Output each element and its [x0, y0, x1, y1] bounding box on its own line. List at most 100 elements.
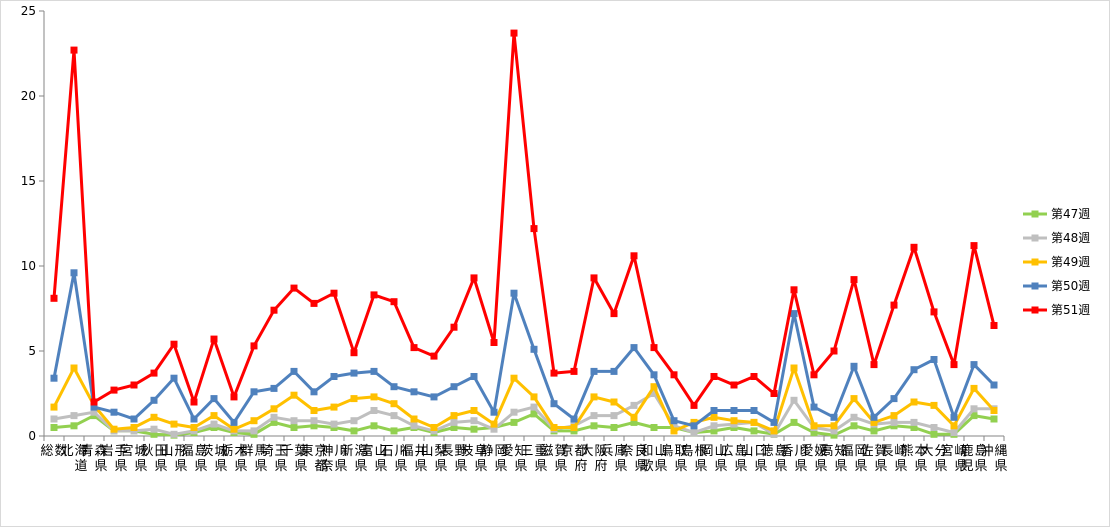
x-tick-label: 岐阜県岐阜県	[460, 443, 487, 474]
data-point	[910, 398, 918, 406]
data-point	[770, 418, 778, 426]
x-tick-label: 富山県富山県	[360, 443, 387, 474]
x-tick-label: 総数総数	[40, 444, 67, 459]
data-point	[210, 420, 218, 428]
data-point	[470, 373, 478, 380]
data-point	[510, 289, 518, 297]
data-point	[510, 408, 518, 416]
data-point	[410, 422, 418, 430]
series-line	[52, 31, 996, 407]
data-point	[290, 284, 298, 292]
data-point	[310, 299, 318, 307]
data-point	[50, 294, 58, 302]
data-point	[830, 347, 838, 355]
data-point	[450, 424, 458, 431]
data-point	[330, 403, 338, 411]
data-point	[350, 427, 358, 435]
x-tick-label: 和歌山県和歌山県	[640, 444, 667, 474]
x-tick-label: 佐賀県佐賀県	[860, 444, 887, 474]
data-point	[670, 422, 678, 430]
data-point	[770, 390, 778, 397]
data-point	[70, 412, 78, 420]
data-point	[470, 407, 478, 414]
x-tick-label: 大分県大分県	[920, 444, 947, 474]
data-point	[830, 431, 838, 439]
data-point	[890, 418, 898, 426]
x-tick-label: 茨城県茨城県	[200, 444, 227, 474]
data-point	[130, 415, 138, 423]
data-point	[50, 374, 58, 382]
data-point	[270, 405, 278, 413]
data-point	[730, 407, 738, 414]
data-point	[230, 418, 238, 426]
data-point	[610, 398, 618, 406]
x-tick-label: 鳥取県鳥取県	[660, 444, 687, 474]
x-tick-label: 青森県青森県	[80, 444, 107, 474]
data-point	[550, 400, 558, 408]
data-point	[390, 298, 398, 306]
data-point	[710, 427, 718, 435]
data-point	[50, 415, 58, 423]
x-tick-label: 千葉県千葉県	[280, 444, 307, 474]
data-point	[710, 422, 718, 430]
x-tick-label: 奈良県奈良県	[620, 443, 647, 474]
legend-marker	[1031, 210, 1039, 218]
legend-marker	[1031, 306, 1039, 314]
data-point	[950, 413, 958, 421]
x-tick-label: 京都府京都府	[560, 444, 587, 474]
x-tick-label: 島根県島根県	[680, 444, 707, 474]
legend-item: 第48週	[1023, 231, 1090, 245]
data-point	[810, 429, 818, 437]
data-point	[170, 374, 178, 382]
data-point	[510, 418, 518, 426]
x-tick-label: 徳島県徳島県	[760, 444, 787, 474]
data-point	[350, 395, 358, 403]
data-point	[330, 373, 338, 380]
data-point	[750, 373, 758, 380]
data-point	[530, 403, 538, 411]
data-point	[530, 345, 538, 353]
data-point	[630, 344, 638, 352]
data-point	[450, 418, 458, 426]
series-第51週	[50, 29, 998, 409]
data-point	[70, 422, 78, 430]
data-point	[530, 410, 538, 418]
data-point	[930, 430, 938, 438]
legend-item: 第49週	[1023, 255, 1090, 269]
x-tick-label: 福井県福井県	[400, 444, 427, 474]
x-tick-label: 福岡県福岡県	[840, 444, 867, 474]
data-point	[370, 407, 378, 414]
data-point	[850, 276, 858, 284]
data-point	[430, 352, 438, 360]
data-point	[150, 396, 158, 404]
data-point	[710, 373, 718, 380]
data-point	[170, 340, 178, 348]
legend-label: 第49週	[1051, 255, 1090, 269]
data-point	[990, 407, 998, 414]
x-tick-label: 宮城県宮城県	[120, 443, 147, 474]
data-point	[150, 413, 158, 421]
data-point	[990, 322, 998, 329]
data-point	[850, 413, 858, 421]
data-point	[170, 420, 178, 428]
data-point	[810, 403, 818, 411]
x-tick-label: 広島県広島県	[720, 444, 747, 474]
data-point	[830, 413, 838, 421]
data-point	[990, 381, 998, 389]
data-point	[910, 366, 918, 374]
data-point	[310, 407, 318, 414]
data-point	[610, 310, 618, 318]
data-point	[970, 405, 978, 413]
data-point	[970, 361, 978, 369]
data-point	[850, 362, 858, 370]
data-point	[410, 344, 418, 352]
data-point	[990, 415, 998, 423]
x-tick-label: 香川県香川県	[780, 444, 807, 474]
data-point	[270, 306, 278, 314]
data-point	[230, 393, 238, 401]
x-tick-label: 神奈川県神奈川県	[320, 444, 347, 474]
x-tick-label: 宮崎県宮崎県	[940, 443, 967, 474]
x-tick-label: 兵庫県兵庫県	[600, 444, 627, 474]
data-point	[730, 381, 738, 389]
x-tick-label: 福島県福島県	[180, 444, 207, 474]
